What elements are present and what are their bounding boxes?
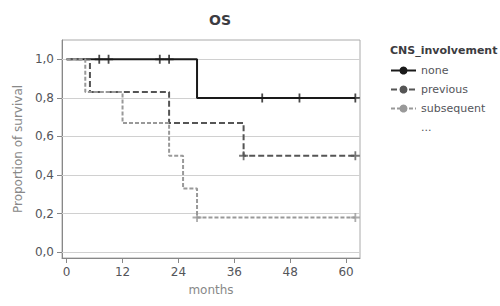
svg-text:1,0: 1,0 [35, 52, 54, 66]
svg-text:none: none [421, 64, 449, 77]
svg-text:Proportion of survival: Proportion of survival [11, 85, 25, 213]
svg-text:CNS_involvement: CNS_involvement [390, 44, 497, 57]
svg-text:48: 48 [283, 265, 298, 279]
svg-text:60: 60 [338, 265, 353, 279]
svg-text:0: 0 [63, 265, 71, 279]
svg-text:0,2: 0,2 [35, 207, 54, 221]
svg-text:0,0: 0,0 [35, 245, 54, 259]
svg-text:months: months [188, 283, 233, 297]
svg-text:0,4: 0,4 [35, 168, 54, 182]
svg-text:12: 12 [115, 265, 130, 279]
svg-text:subsequent: subsequent [421, 102, 486, 115]
svg-text:OS: OS [209, 12, 231, 28]
svg-text:24: 24 [171, 265, 186, 279]
svg-text:previous: previous [421, 83, 468, 96]
svg-text:...: ... [421, 121, 432, 134]
svg-text:0,8: 0,8 [35, 91, 54, 105]
svg-text:0,6: 0,6 [35, 129, 54, 143]
svg-text:36: 36 [227, 265, 242, 279]
